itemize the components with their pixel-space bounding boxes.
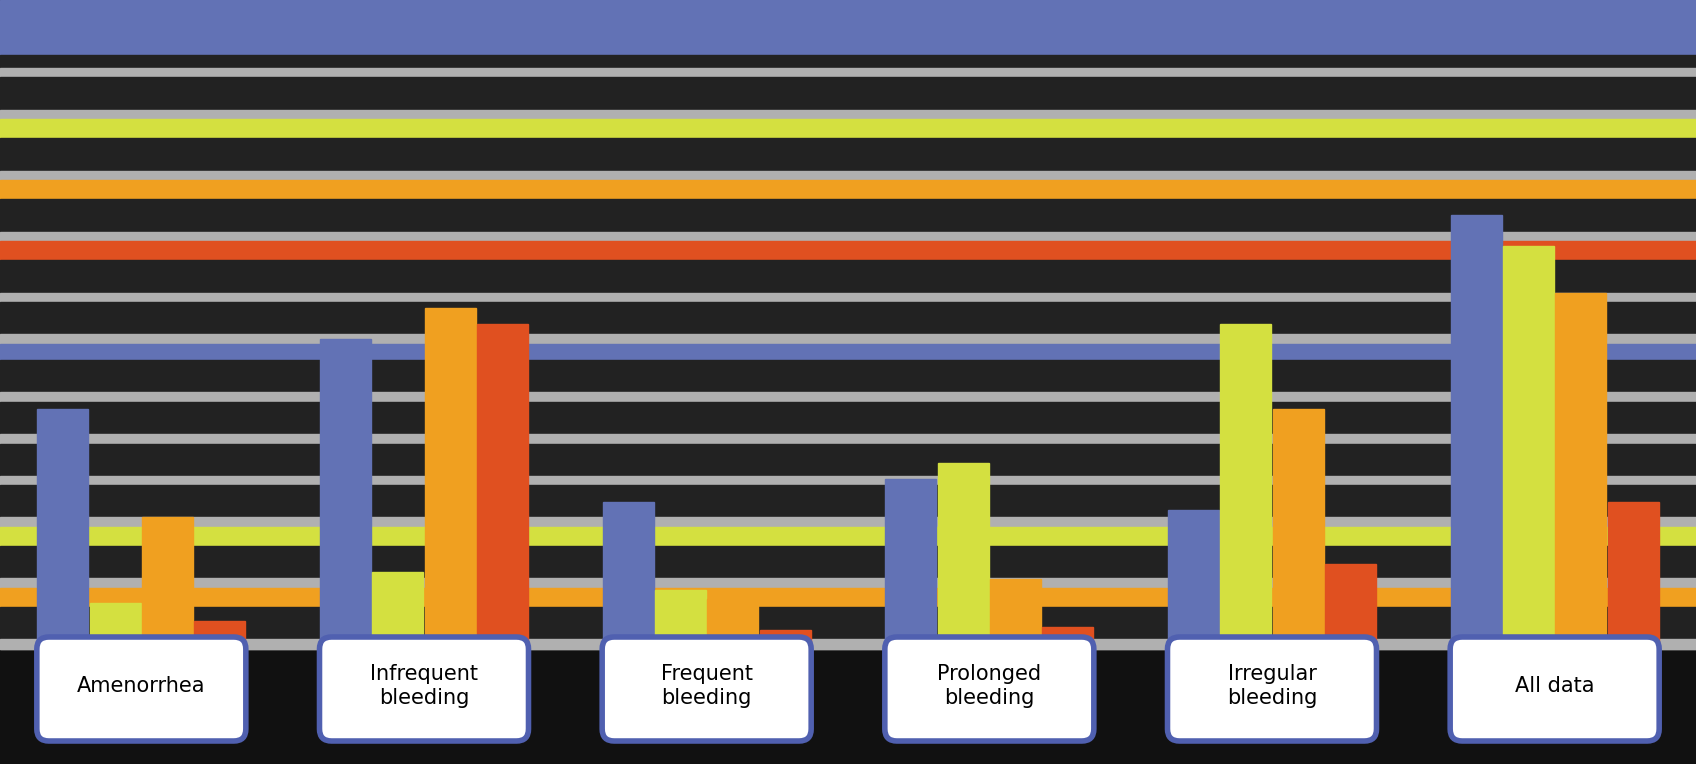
Bar bbox=[0, 476, 1696, 485]
Text: Irregular
bleeding: Irregular bleeding bbox=[1226, 664, 1318, 708]
FancyBboxPatch shape bbox=[37, 637, 246, 741]
Bar bbox=[0, 588, 1696, 607]
Bar bbox=[990, 579, 1041, 649]
Bar bbox=[0, 55, 1696, 649]
Bar bbox=[0, 170, 1696, 180]
Text: Infrequent
bleeding: Infrequent bleeding bbox=[370, 664, 478, 708]
Bar bbox=[707, 600, 758, 649]
Bar bbox=[0, 639, 1696, 649]
FancyBboxPatch shape bbox=[1450, 637, 1659, 741]
Bar bbox=[1169, 510, 1219, 649]
Bar bbox=[1503, 246, 1554, 649]
Bar bbox=[0, 546, 1696, 578]
Text: All data: All data bbox=[1515, 676, 1594, 696]
Bar bbox=[0, 335, 1696, 344]
Bar bbox=[0, 199, 1696, 231]
FancyBboxPatch shape bbox=[602, 637, 811, 741]
Bar bbox=[0, 444, 1696, 476]
Bar bbox=[0, 434, 1696, 444]
Bar bbox=[0, 261, 1696, 293]
Bar bbox=[37, 409, 88, 649]
Bar bbox=[0, 527, 1696, 546]
Text: Amenorrhea: Amenorrhea bbox=[76, 676, 205, 696]
Bar bbox=[0, 0, 1696, 55]
Bar bbox=[1325, 564, 1375, 649]
Bar bbox=[0, 77, 1696, 109]
Bar bbox=[0, 293, 1696, 303]
Bar bbox=[0, 402, 1696, 434]
Bar bbox=[0, 55, 1696, 68]
Bar bbox=[1450, 215, 1501, 649]
Text: Frequent
bleeding: Frequent bleeding bbox=[661, 664, 753, 708]
Bar bbox=[0, 231, 1696, 241]
Bar bbox=[1221, 323, 1272, 649]
Bar bbox=[0, 360, 1696, 392]
Bar bbox=[0, 303, 1696, 335]
Bar bbox=[1272, 409, 1323, 649]
Bar bbox=[885, 478, 936, 649]
Bar bbox=[373, 571, 424, 649]
FancyBboxPatch shape bbox=[885, 637, 1094, 741]
Bar bbox=[760, 630, 811, 649]
Bar bbox=[195, 621, 246, 649]
Bar bbox=[0, 68, 1696, 77]
Bar bbox=[0, 109, 1696, 119]
FancyBboxPatch shape bbox=[1167, 637, 1377, 741]
Bar bbox=[0, 517, 1696, 527]
Bar bbox=[424, 308, 475, 649]
Bar bbox=[477, 323, 527, 649]
Text: Prolonged
bleeding: Prolonged bleeding bbox=[938, 664, 1041, 708]
Bar bbox=[602, 502, 653, 649]
Bar bbox=[142, 517, 193, 649]
Bar bbox=[938, 463, 989, 649]
Bar bbox=[1043, 627, 1094, 649]
Bar bbox=[321, 339, 371, 649]
Bar bbox=[0, 607, 1696, 639]
Bar bbox=[0, 485, 1696, 517]
Bar bbox=[655, 590, 706, 649]
Bar bbox=[0, 180, 1696, 199]
Bar bbox=[1608, 502, 1659, 649]
Bar bbox=[0, 344, 1696, 360]
Bar bbox=[0, 241, 1696, 261]
Bar bbox=[1555, 293, 1606, 649]
Bar bbox=[0, 119, 1696, 138]
Bar bbox=[0, 392, 1696, 402]
Bar bbox=[90, 603, 141, 649]
Bar bbox=[0, 578, 1696, 588]
Bar bbox=[0, 138, 1696, 170]
FancyBboxPatch shape bbox=[319, 637, 529, 741]
